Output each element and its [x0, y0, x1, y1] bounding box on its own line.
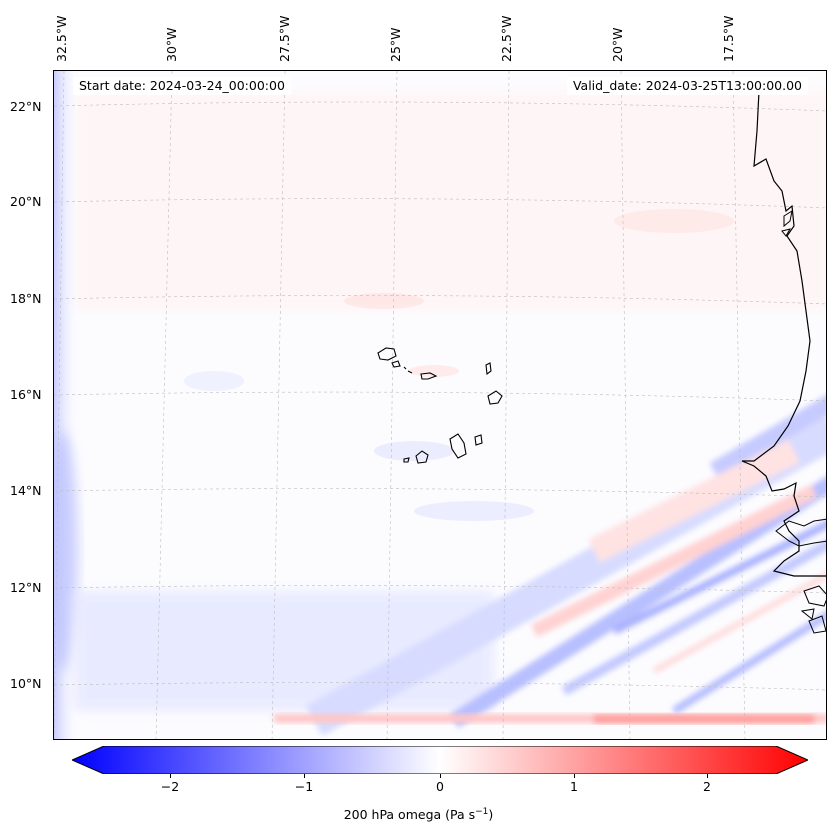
- lat-label: 22°N: [10, 99, 42, 114]
- colorbar-tick: −1: [294, 779, 314, 794]
- graticule: [54, 71, 826, 739]
- lon-label: 17.5°W: [721, 15, 736, 62]
- colorbar: [72, 746, 808, 774]
- lat-label: 10°N: [10, 676, 42, 691]
- lon-label: 27.5°W: [277, 15, 292, 62]
- colorbar-label: 200 hPa omega (Pa s−1): [343, 807, 494, 823]
- bottom-red-streak: [594, 715, 814, 723]
- colorbar-tick: 0: [436, 779, 444, 794]
- lon-label: 20°W: [610, 27, 625, 62]
- start-date-label: Start date: 2024-03-24_00:00:00: [73, 77, 291, 95]
- valid-date-label: Valid_date: 2024-03-25T13:00:00.00: [566, 77, 808, 95]
- african-coastline: [741, 90, 826, 577]
- lat-label: 12°N: [10, 580, 42, 595]
- lon-label: 22.5°W: [499, 15, 514, 62]
- map-panel[interactable]: Start date: 2024-03-24_00:00:00 Valid_da…: [53, 70, 827, 740]
- omega-field: [54, 71, 826, 739]
- lon-label: 25°W: [388, 27, 403, 62]
- colorbar-tick: −2: [160, 779, 180, 794]
- lat-label: 14°N: [10, 483, 42, 498]
- lon-label: 32.5°W: [54, 15, 69, 62]
- colorbar-tick: 2: [703, 779, 711, 794]
- colorbar-tick: 1: [570, 779, 578, 794]
- lat-label: 18°N: [10, 291, 42, 306]
- lat-label: 20°N: [10, 194, 42, 209]
- lon-label: 30°W: [164, 27, 179, 62]
- cape-verde-islands: [377, 347, 503, 464]
- lat-label: 16°N: [10, 387, 42, 402]
